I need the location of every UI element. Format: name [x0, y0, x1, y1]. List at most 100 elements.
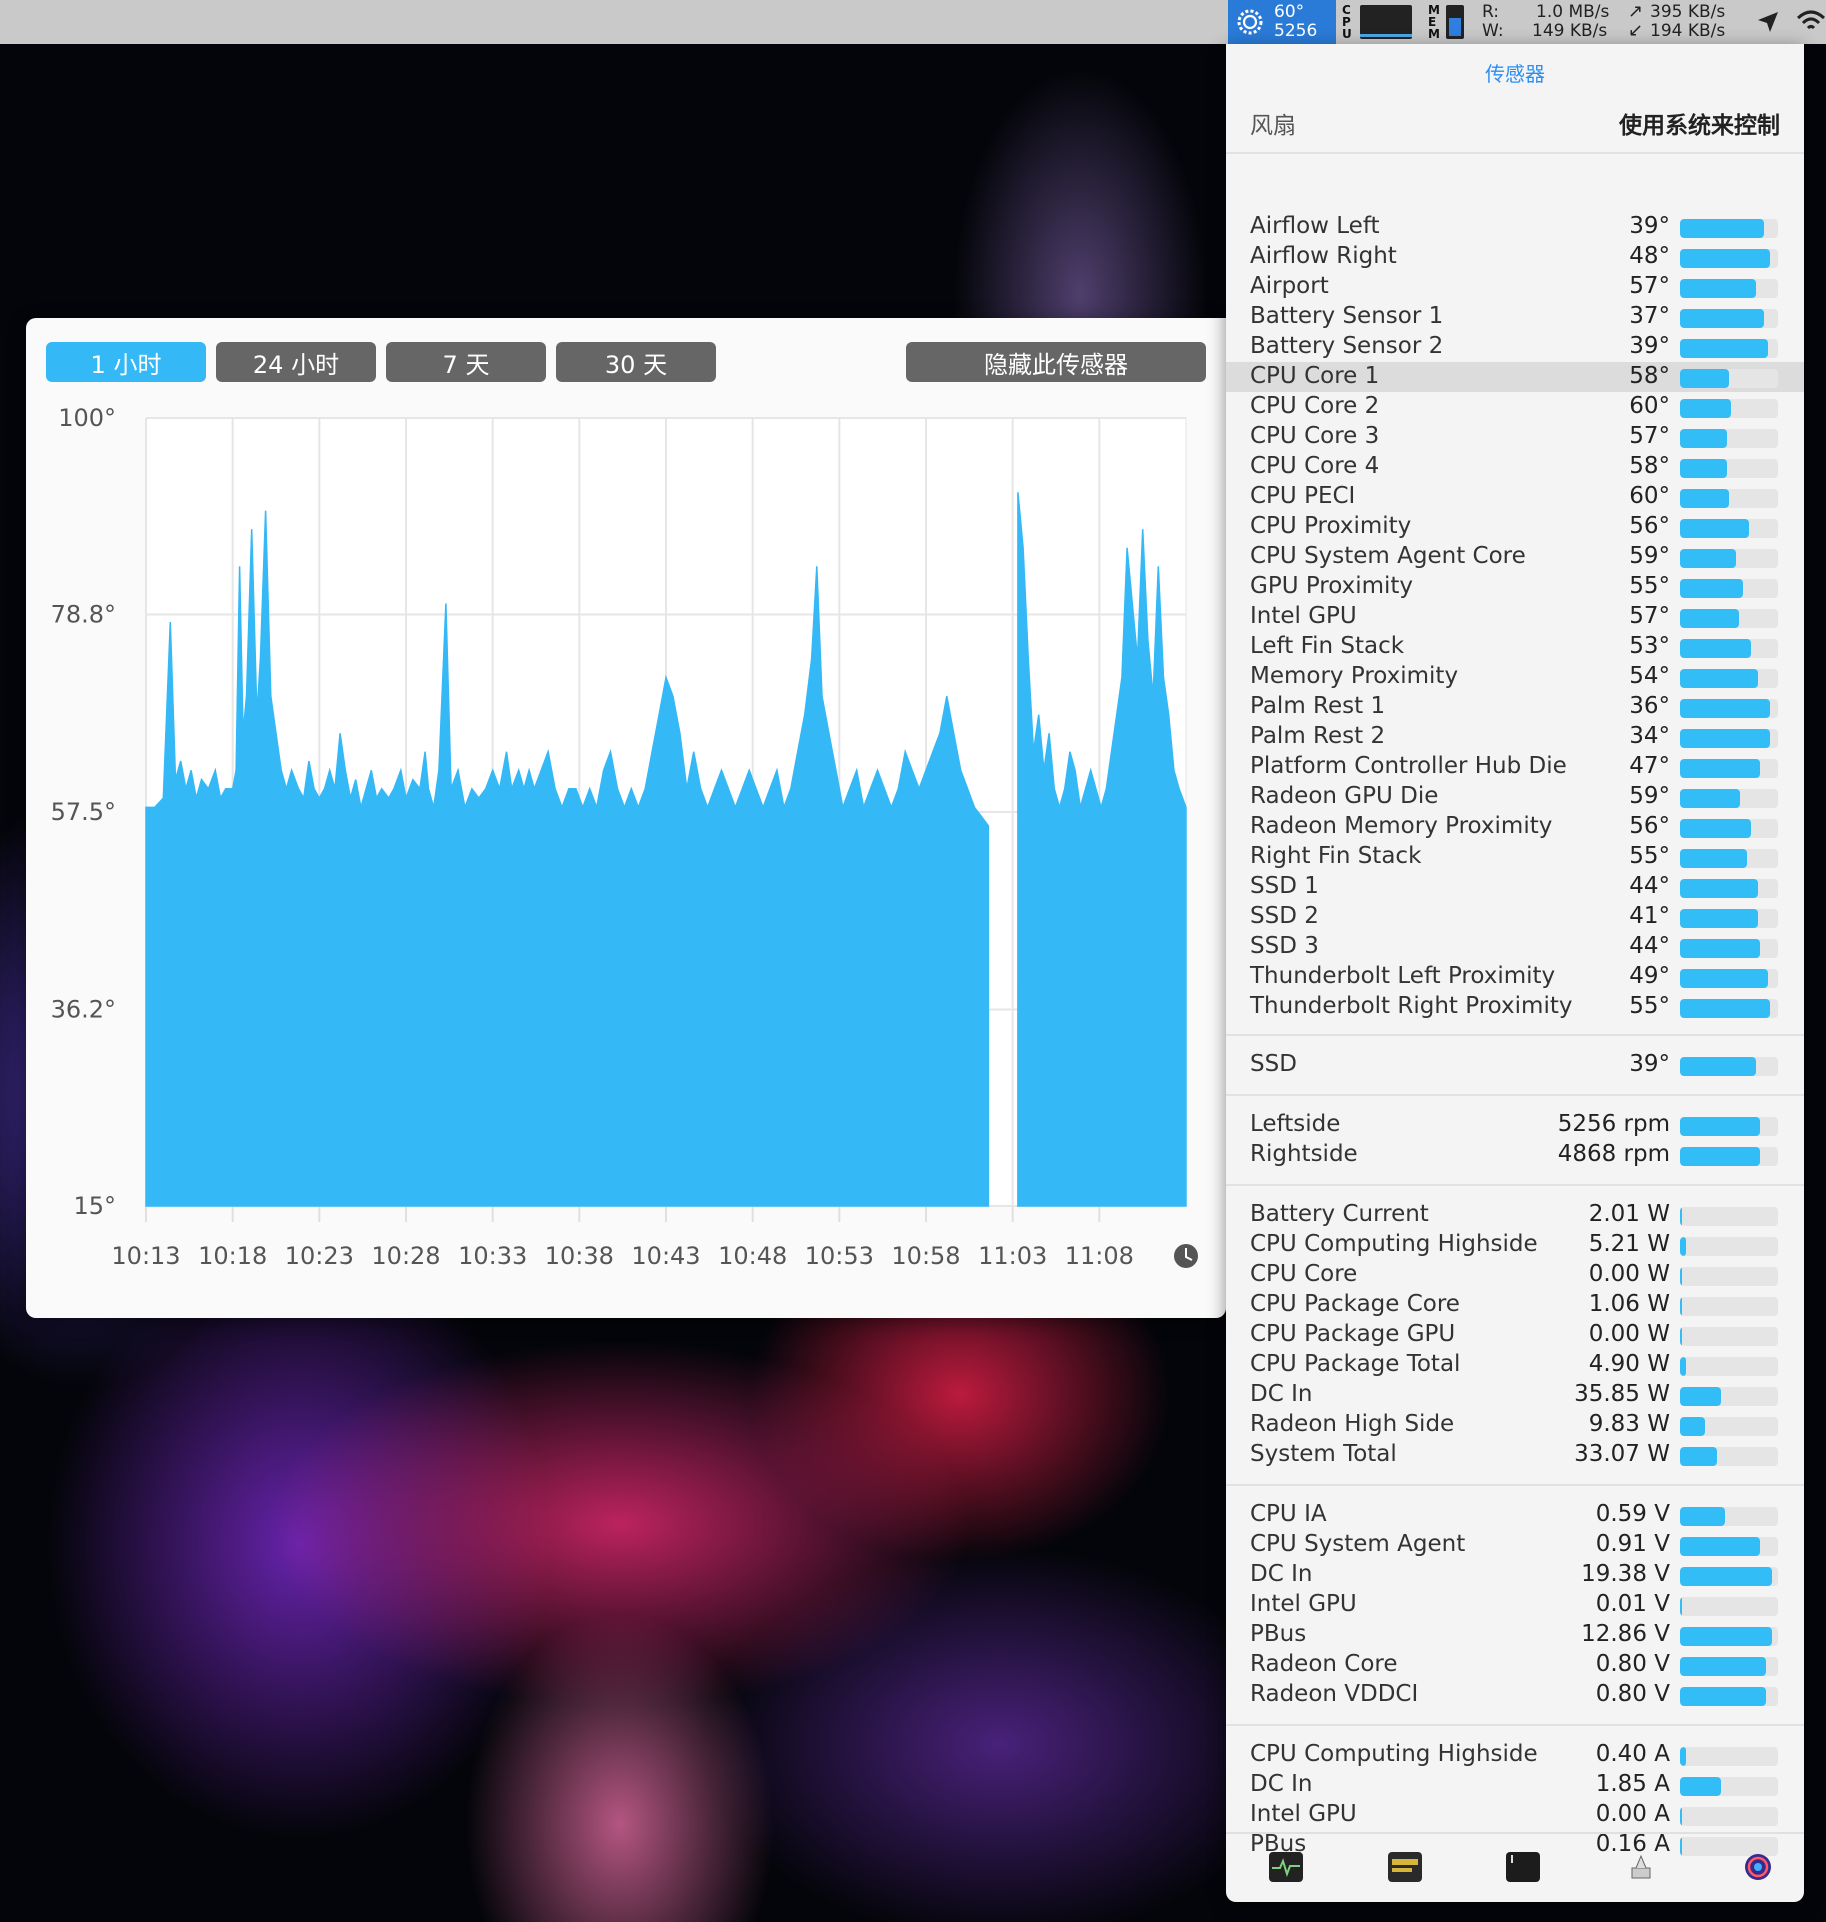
- wifi-icon[interactable]: [1796, 8, 1826, 36]
- sensor-row[interactable]: CPU Core 1 58°: [1226, 362, 1804, 392]
- location-arrow-icon[interactable]: [1756, 10, 1780, 34]
- sensor-name: DC In: [1250, 1381, 1313, 1407]
- sensor-row[interactable]: CPU Package Total 4.90 W: [1226, 1350, 1804, 1380]
- range-button-30-days[interactable]: 30 天: [556, 342, 716, 382]
- sensor-row[interactable]: Radeon VDDCI 0.80 V: [1226, 1680, 1804, 1710]
- sensor-row[interactable]: Thunderbolt Right Proximity 55°: [1226, 992, 1804, 1022]
- sensor-name: CPU PECI: [1250, 483, 1356, 509]
- sensor-row[interactable]: Battery Current 2.01 W: [1226, 1200, 1804, 1230]
- sensor-row[interactable]: Palm Rest 1 36°: [1226, 692, 1804, 722]
- clock-icon[interactable]: [1174, 1244, 1198, 1268]
- menubar-cpu-graph[interactable]: [1360, 5, 1412, 39]
- system-info-icon[interactable]: [1624, 1852, 1658, 1882]
- sensor-row[interactable]: Airflow Left 39°: [1226, 212, 1804, 242]
- sensor-level-bar: [1680, 939, 1778, 958]
- activity-monitor-icon[interactable]: [1269, 1852, 1303, 1882]
- sensor-value: 34°: [1629, 723, 1670, 749]
- sensor-level-bar: [1680, 999, 1778, 1018]
- network-up-arrow-icon: ↗: [1628, 1, 1644, 22]
- sensor-name: Airflow Left: [1250, 213, 1380, 239]
- sensor-row[interactable]: SSD 1 44°: [1226, 872, 1804, 902]
- sensor-value: 56°: [1629, 513, 1670, 539]
- terminal-icon[interactable]: [1506, 1852, 1540, 1882]
- sensor-row[interactable]: CPU Core 0.00 W: [1226, 1260, 1804, 1290]
- sensor-history-chart: 100° 78.8° 57.5° 36.2° 15° 10:13 10:18 10:23 10:…: [51, 404, 1198, 1270]
- sensor-level-bar: [1680, 849, 1778, 868]
- sensor-row[interactable]: CPU Core 4 58°: [1226, 452, 1804, 482]
- sensor-row[interactable]: Intel GPU 57°: [1226, 602, 1804, 632]
- sensor-row[interactable]: PBus 12.86 V: [1226, 1620, 1804, 1650]
- sensor-row[interactable]: Battery Sensor 2 39°: [1226, 332, 1804, 362]
- sensor-row[interactable]: GPU Proximity 55°: [1226, 572, 1804, 602]
- sensor-row[interactable]: CPU IA 0.59 V: [1226, 1500, 1804, 1530]
- sensor-level-fill: [1680, 1597, 1682, 1616]
- sensor-row[interactable]: System Total 33.07 W: [1226, 1440, 1804, 1470]
- sensor-row[interactable]: Platform Controller Hub Die 47°: [1226, 752, 1804, 782]
- sensor-row[interactable]: DC In 35.85 W: [1226, 1380, 1804, 1410]
- sensor-row[interactable]: Right Fin Stack 55°: [1226, 842, 1804, 872]
- sensor-row[interactable]: CPU Core 2 60°: [1226, 392, 1804, 422]
- sensor-row[interactable]: Radeon Core 0.80 V: [1226, 1650, 1804, 1680]
- range-button-24-hours[interactable]: 24 小时: [216, 342, 376, 382]
- sensor-row[interactable]: Airflow Right 48°: [1226, 242, 1804, 272]
- menubar-temperature-item[interactable]: 60° 5256: [1228, 0, 1336, 44]
- sensor-row[interactable]: Thunderbolt Left Proximity 49°: [1226, 962, 1804, 992]
- sensor-value: 49°: [1629, 963, 1670, 989]
- sensor-gear-icon: [1237, 9, 1263, 35]
- sensor-row[interactable]: CPU System Agent Core 59°: [1226, 542, 1804, 572]
- sensor-row[interactable]: SSD 2 41°: [1226, 902, 1804, 932]
- sensor-row[interactable]: CPU PECI 60°: [1226, 482, 1804, 512]
- menubar-cpu-label: CPU: [1342, 3, 1352, 41]
- sensor-row[interactable]: Battery Sensor 1 37°: [1226, 302, 1804, 332]
- istat-icon[interactable]: [1741, 1852, 1775, 1882]
- sensor-name: GPU Proximity: [1250, 573, 1414, 599]
- sensor-row[interactable]: DC In 1.85 A: [1226, 1770, 1804, 1800]
- y-tick-label: 100°: [58, 404, 116, 432]
- sensor-level-fill: [1680, 939, 1761, 958]
- sensor-row[interactable]: Radeon Memory Proximity 56°: [1226, 812, 1804, 842]
- sensor-row[interactable]: Airport 57°: [1226, 272, 1804, 302]
- range-button-1-hour[interactable]: 1 小时: [46, 342, 206, 382]
- sensor-row[interactable]: CPU Package Core 1.06 W: [1226, 1290, 1804, 1320]
- sensor-level-fill: [1680, 429, 1728, 448]
- sensor-level-bar: [1680, 339, 1778, 358]
- sensor-row[interactable]: SSD 39°: [1226, 1050, 1804, 1080]
- range-button-7-days[interactable]: 7 天: [386, 342, 546, 382]
- hide-sensor-button[interactable]: 隐藏此传感器: [906, 342, 1206, 382]
- sensor-row[interactable]: Intel GPU 0.01 V: [1226, 1590, 1804, 1620]
- console-icon[interactable]: [1388, 1852, 1422, 1882]
- sensor-level-bar: [1680, 1777, 1778, 1796]
- sensor-row[interactable]: Left Fin Stack 53°: [1226, 632, 1804, 662]
- sensor-row[interactable]: DC In 19.38 V: [1226, 1560, 1804, 1590]
- sensor-value: 59°: [1629, 783, 1670, 809]
- sensor-level-fill: [1680, 399, 1731, 418]
- sensor-row[interactable]: Radeon High Side 9.83 W: [1226, 1410, 1804, 1440]
- sensor-level-fill: [1680, 1207, 1682, 1226]
- sensor-row[interactable]: Rightside 4868 rpm: [1226, 1140, 1804, 1170]
- sensor-row[interactable]: CPU Proximity 56°: [1226, 512, 1804, 542]
- sensors-panel: 传感器 风扇 使用系统来控制 Airflow Left 39° Airflow Ri…: [1226, 44, 1804, 1902]
- sensor-value: 0.00 W: [1588, 1321, 1670, 1347]
- sensor-row[interactable]: SSD 3 44°: [1226, 932, 1804, 962]
- sensor-value: 9.83 W: [1588, 1411, 1670, 1437]
- sensor-value: 12.86 V: [1581, 1621, 1670, 1647]
- sensor-name: Radeon VDDCI: [1250, 1681, 1419, 1707]
- sensor-value: 0.59 V: [1595, 1501, 1670, 1527]
- sensor-row[interactable]: CPU System Agent 0.91 V: [1226, 1530, 1804, 1560]
- sensor-row[interactable]: Memory Proximity 54°: [1226, 662, 1804, 692]
- sensor-row[interactable]: CPU Computing Highside 0.40 A: [1226, 1740, 1804, 1770]
- sensor-row[interactable]: CPU Core 3 57°: [1226, 422, 1804, 452]
- sensor-name: Battery Current: [1250, 1201, 1429, 1227]
- fan-control-mode[interactable]: 使用系统来控制: [1619, 113, 1780, 139]
- sensor-row[interactable]: Intel GPU 0.00 A: [1226, 1800, 1804, 1830]
- sensor-row[interactable]: CPU Computing Highside 5.21 W: [1226, 1230, 1804, 1260]
- sensor-row[interactable]: CPU Package GPU 0.00 W: [1226, 1320, 1804, 1350]
- sensor-row[interactable]: Leftside 5256 rpm: [1226, 1110, 1804, 1140]
- sensor-row[interactable]: Palm Rest 2 34°: [1226, 722, 1804, 752]
- sensor-row[interactable]: Radeon GPU Die 59°: [1226, 782, 1804, 812]
- sensor-level-bar: [1680, 1117, 1778, 1136]
- section-divider: [1226, 1724, 1804, 1726]
- sensor-level-fill: [1680, 669, 1759, 688]
- menubar-memory-gauge[interactable]: [1446, 5, 1464, 39]
- sensor-value: 2.01 W: [1588, 1201, 1670, 1227]
